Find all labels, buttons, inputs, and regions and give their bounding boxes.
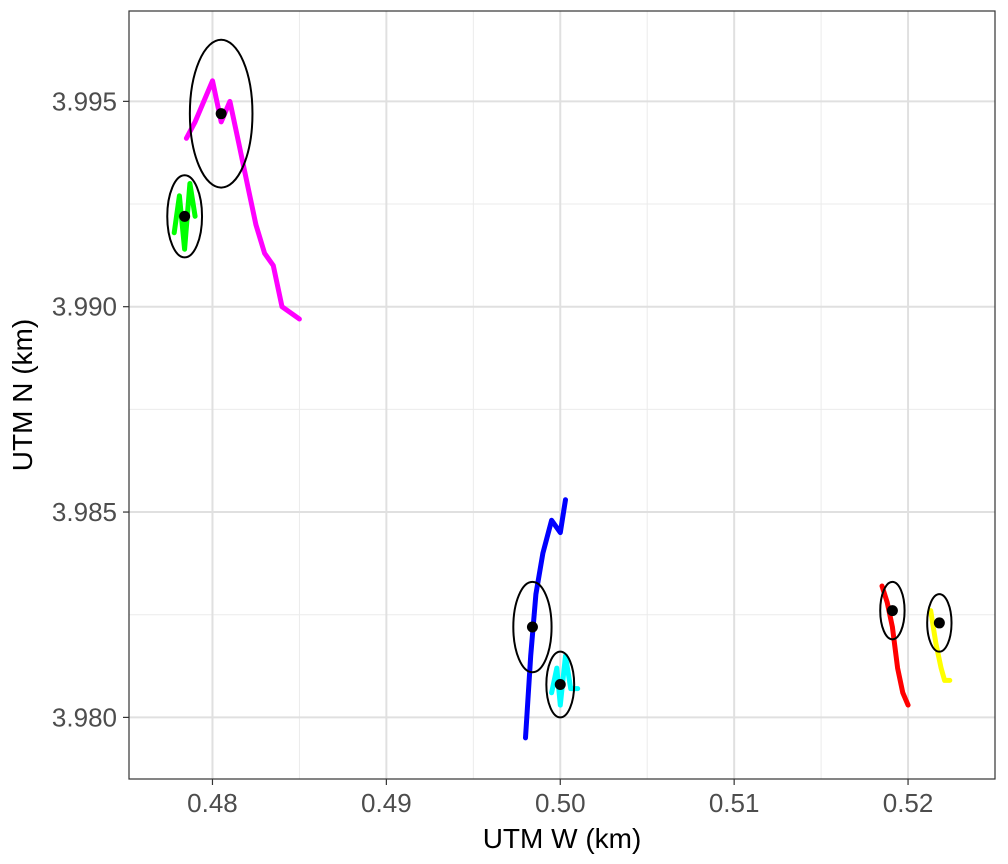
x-tick-label: 0.52 [883,788,934,818]
center-point [526,621,538,633]
x-tick-label: 0.51 [709,788,760,818]
center-point [933,617,945,629]
y-tick-label: 3.995 [52,86,117,116]
y-tick-label: 3.985 [52,497,117,527]
track-line [183,78,302,322]
track-line [171,181,198,252]
panel-background [129,11,995,779]
confidence-ellipse [188,38,254,189]
y-axis: 3.980 3.985 3.990 3.995 [52,86,129,732]
panel-border [128,10,996,780]
x-axis-title: UTM W (km) [483,823,642,854]
track-line [928,608,953,683]
confidence-ellipse [512,580,553,674]
x-tick-label: 0.50 [535,788,586,818]
confidence-ellipse [926,593,953,653]
x-tick-label: 0.48 [187,788,238,818]
center-point [886,605,898,617]
confidence-ellipse [545,650,576,719]
center-point [179,210,191,222]
confidence-ellipses [166,38,953,719]
movement-tracks [171,78,953,741]
y-axis-title: UTM N (km) [7,319,38,471]
confidence-ellipse [879,580,906,641]
track-line [879,583,911,708]
center-points [179,108,945,691]
x-axis: 0.48 0.49 0.50 0.51 0.52 [187,779,933,818]
y-tick-label: 3.990 [52,292,117,322]
center-point [554,679,566,691]
track-line [523,497,568,741]
x-tick-label: 0.49 [361,788,412,818]
confidence-ellipse [166,174,204,259]
y-tick-label: 3.980 [52,702,117,732]
center-point [215,108,227,120]
